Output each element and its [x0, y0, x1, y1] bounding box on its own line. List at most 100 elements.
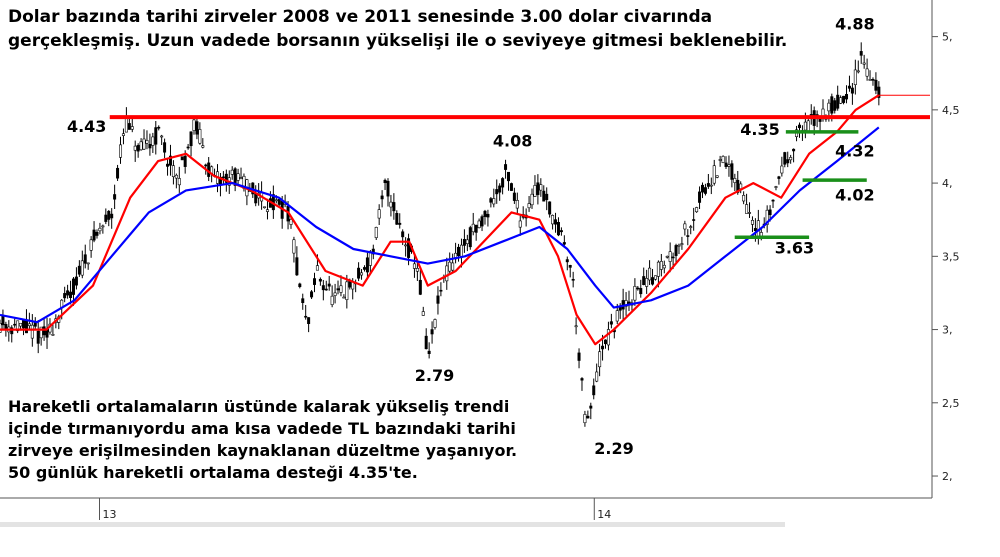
candle-body: [407, 238, 411, 258]
candle-body: [633, 286, 637, 301]
candle-body: [201, 145, 205, 148]
candle-body: [380, 195, 384, 200]
candle-body: [768, 209, 772, 216]
candle-body: [692, 219, 696, 221]
candle-body: [689, 226, 693, 228]
candle-body: [686, 235, 690, 237]
candle-body: [653, 275, 657, 280]
candle-body: [451, 262, 455, 271]
candle-body: [598, 351, 602, 368]
candle-body: [360, 272, 364, 276]
candle-body: [374, 227, 378, 238]
candle-body: [321, 285, 325, 291]
candle-body: [336, 288, 340, 291]
candle-body: [480, 216, 484, 227]
candle-body: [327, 283, 331, 287]
candle-body: [27, 323, 31, 326]
candle-body: [195, 121, 199, 135]
candle-body: [430, 329, 434, 335]
candle-body: [13, 323, 17, 326]
candle-body: [542, 190, 546, 202]
candle-body: [398, 222, 402, 225]
candle-body: [733, 178, 737, 183]
candle-body: [121, 133, 125, 136]
candle-body: [527, 203, 531, 209]
candle-body: [783, 152, 787, 165]
candle-body: [483, 210, 487, 217]
candle-body: [163, 142, 167, 153]
moving-average-short-line: [0, 94, 880, 346]
candle-body: [233, 168, 237, 186]
candle-body: [753, 228, 757, 231]
candle-body: [401, 231, 405, 238]
annotation-label: 4.08: [493, 131, 532, 150]
candle-body: [277, 198, 281, 205]
candle-body: [345, 281, 349, 300]
candle-body: [736, 179, 740, 193]
candle-body: [786, 159, 790, 164]
chart-comment: Hareketli ortalamaların üstünde kalarak …: [8, 397, 523, 482]
candle-body: [421, 311, 425, 316]
candle-body: [445, 265, 449, 282]
candle-body: [659, 261, 663, 270]
candle-body: [551, 215, 555, 225]
candle-body: [668, 251, 672, 262]
candle-body: [448, 261, 452, 272]
candle-body: [639, 288, 643, 295]
plot-background: [0, 0, 930, 557]
candle-body: [477, 220, 481, 229]
candle-body: [742, 195, 746, 202]
candle-body: [339, 285, 343, 293]
annotation-label: 4.88: [835, 14, 874, 33]
comment-line-3: zirveye erişilmesinden kaynaklanan düzel…: [8, 441, 517, 460]
candle-body: [492, 198, 496, 205]
annotation-label: 2.29: [594, 439, 633, 458]
candle-body: [365, 257, 369, 273]
candle-body: [789, 157, 793, 161]
candle-body: [330, 295, 334, 305]
candle-body: [136, 145, 140, 152]
candle-body: [71, 278, 75, 295]
candle-body: [671, 256, 675, 259]
candle-body: [562, 242, 566, 245]
candle-body: [104, 214, 108, 222]
candle-body: [695, 207, 699, 213]
scrollbar-track[interactable]: [0, 522, 785, 527]
candle-body: [680, 243, 684, 245]
candle-body: [724, 162, 728, 167]
candle-body: [586, 415, 590, 419]
candle-body: [295, 257, 299, 276]
candle-body: [324, 288, 328, 291]
candle-body: [95, 231, 99, 236]
candle-body: [166, 163, 170, 167]
y-tick-label: 3,: [942, 324, 953, 337]
candle-body: [204, 164, 208, 167]
candle-body: [830, 96, 834, 114]
candle-body: [700, 184, 704, 193]
candle-body: [415, 268, 419, 272]
candle-body: [565, 259, 569, 263]
candle-body: [357, 267, 361, 279]
candle-body: [601, 345, 605, 350]
candle-body: [74, 276, 78, 286]
candle-body: [489, 198, 493, 203]
candle-body: [609, 321, 613, 325]
y-tick-label: 4,5: [942, 104, 960, 117]
candle-body: [313, 278, 317, 285]
candle-body: [318, 278, 322, 282]
candle-body: [168, 155, 172, 166]
candle-body: [568, 265, 572, 268]
candle-body: [63, 293, 67, 299]
candle-body: [189, 131, 193, 147]
candle-body: [377, 209, 381, 219]
candle-body: [571, 278, 575, 281]
candle-body: [739, 183, 743, 189]
candle-body: [656, 261, 660, 277]
candle-body: [107, 210, 111, 220]
candle-body: [530, 193, 534, 206]
candle-body: [648, 267, 652, 281]
candle-body: [86, 262, 90, 265]
candle-body: [797, 124, 801, 129]
candle-body: [559, 230, 563, 233]
candle-body: [827, 102, 831, 112]
